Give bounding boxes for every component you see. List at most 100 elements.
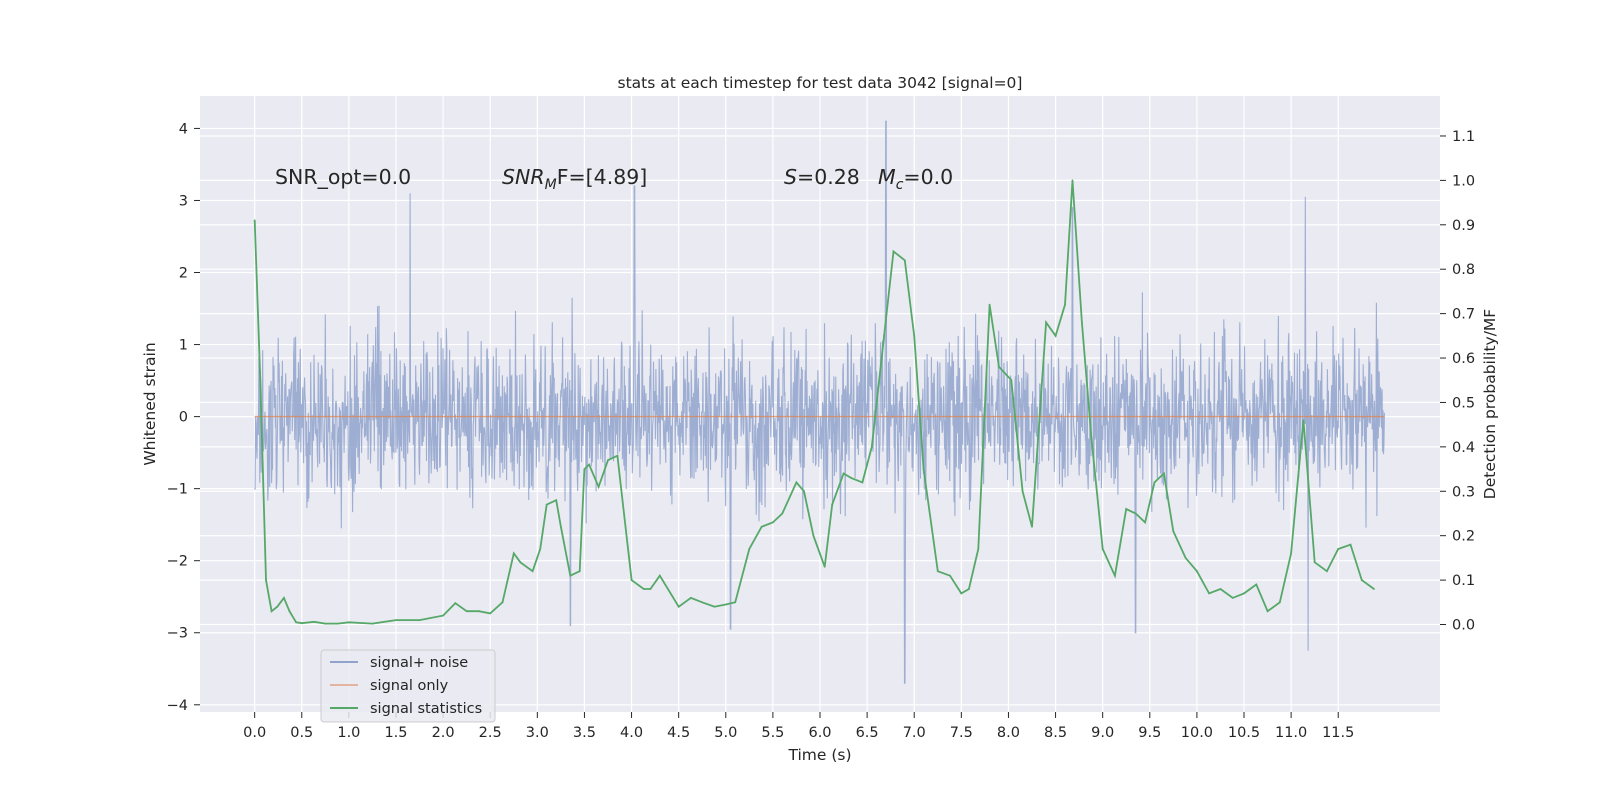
signal-statistics-point <box>724 603 727 606</box>
y-axis-right: 0.0 0.1 0.2 0.3 0.4 0.5 0.6 0.7 0.8 0.9 1.0 1.1 <box>1440 129 1475 634</box>
signal-statistics-point <box>478 610 480 613</box>
signal-statistics-point <box>1081 321 1083 324</box>
signal-statistics-point <box>270 610 273 613</box>
annotation-s: S=0.28 <box>784 165 860 189</box>
annotation-snr-opt: SNR_opt=0.0 <box>275 165 411 190</box>
signal-statistics-point <box>1255 583 1258 586</box>
signal-statistics-point <box>913 334 916 337</box>
signal-statistics-point <box>892 250 895 253</box>
legend-label-signal-noise: signal+ noise <box>370 655 468 671</box>
signal-statistics-point <box>734 601 737 604</box>
signal-statistics-point <box>922 468 925 470</box>
x-tick-label: 6.0 <box>808 725 831 741</box>
signal-statistics-point <box>903 259 906 262</box>
x-tick-label: 11.0 <box>1275 725 1307 741</box>
y2-tick-label: 1.0 <box>1452 173 1475 189</box>
signal-statistics-point <box>465 610 468 613</box>
x-tick-label: 5.5 <box>761 725 784 741</box>
x-tick-label: 7.0 <box>903 725 926 741</box>
y-axis-label: Whitened strain <box>141 342 159 465</box>
x-tick-label: 3.5 <box>573 725 596 741</box>
signal-statistics-point <box>831 503 834 506</box>
signal-statistics-point <box>658 574 661 577</box>
x-tick-label: 10.5 <box>1228 725 1260 741</box>
signal-statistics-point <box>977 548 980 550</box>
y-tick-label: −2 <box>167 554 188 570</box>
signal-statistics-point <box>701 601 704 604</box>
x-tick-label: 4.0 <box>620 725 643 741</box>
signal-statistics-point <box>519 561 522 564</box>
signal-statistics-point <box>578 570 581 573</box>
y-tick-label: −1 <box>167 482 188 498</box>
signal-statistics-point <box>649 588 652 590</box>
signal-statistics-point <box>988 303 991 306</box>
signal-statistics-point <box>1208 592 1210 595</box>
chart-title: stats at each timestep for test data 304… <box>618 74 1023 92</box>
y-tick-label: 3 <box>179 193 188 209</box>
x-tick-label: 11.5 <box>1322 725 1354 741</box>
signal-statistics-point <box>489 612 492 615</box>
signal-statistics-point <box>1153 481 1156 484</box>
signal-statistics-point <box>968 588 970 590</box>
x-tick-label: 10.0 <box>1181 725 1213 741</box>
signal-statistics-point <box>348 621 350 624</box>
x-tick-label: 1.5 <box>384 725 407 741</box>
y-axis-left: −4 −3 −2 −1 0 1 2 3 4 <box>167 121 200 714</box>
annotation-mc: Mc=0.0 <box>878 165 953 193</box>
x-axis: 0.0 0.5 1.0 1.5 2.0 2.5 3.0 3.5 4.0 4.5 5.0 5.5 6.0 6… <box>243 712 1354 741</box>
signal-statistics-point <box>642 588 645 590</box>
signal-statistics-point <box>442 614 444 617</box>
signal-statistics-point <box>1302 419 1305 422</box>
signal-statistics-point <box>690 597 692 599</box>
signal-statistics-point <box>861 481 864 484</box>
signal-statistics-point <box>677 605 680 608</box>
signal-statistics-point <box>1360 579 1363 581</box>
signal-statistics-point <box>588 463 590 466</box>
signal-statistics-point <box>265 579 267 581</box>
signal-statistics-point <box>324 622 327 625</box>
signal-statistics-point <box>288 610 291 613</box>
signal-statistics-point <box>531 570 534 573</box>
signal-statistics-point <box>1231 597 1234 599</box>
signal-statistics-point <box>842 472 845 475</box>
y-tick-label: 4 <box>179 121 188 137</box>
signal-statistics-point <box>1196 570 1198 573</box>
signal-statistics-point <box>760 525 763 528</box>
y2-tick-label: 0.1 <box>1452 573 1475 589</box>
signal-statistics-point <box>936 570 939 573</box>
signal-statistics-point <box>276 605 279 608</box>
signal-statistics-point <box>1010 379 1013 382</box>
signal-statistics-point <box>569 574 572 577</box>
signal-statistics-point <box>772 521 774 524</box>
signal-statistics-point <box>1134 512 1137 515</box>
signal-statistics-point <box>283 597 285 599</box>
x-axis-label: Time (s) <box>787 746 851 764</box>
signal-statistics-point <box>454 602 457 605</box>
signal-statistics-point <box>1266 610 1269 613</box>
y2-tick-label: 0.6 <box>1452 351 1475 367</box>
x-tick-label: 5.0 <box>714 725 737 741</box>
y2-tick-label: 0.4 <box>1452 440 1475 456</box>
signal-statistics-point <box>336 622 339 625</box>
x-tick-label: 7.5 <box>950 725 973 741</box>
y2-tick-label: 0.3 <box>1452 484 1475 500</box>
legend: signal+ noise signal only signal statist… <box>320 649 496 723</box>
x-tick-label: 4.5 <box>667 725 690 741</box>
x-tick-label: 8.0 <box>997 725 1020 741</box>
signal-statistics-point <box>1290 552 1292 555</box>
signal-statistics-point <box>1373 588 1375 590</box>
signal-statistics-point <box>1090 437 1093 439</box>
signal-statistics-point <box>823 565 826 568</box>
signal-statistics-point <box>949 574 951 577</box>
signal-statistics-point <box>1337 548 1340 550</box>
signal-statistics-point <box>781 512 784 515</box>
y2-tick-label: 0.5 <box>1452 395 1475 411</box>
y2-tick-label: 0.0 <box>1452 618 1475 634</box>
signal-statistics-point <box>1101 548 1104 550</box>
signal-statistics-point <box>1071 179 1074 182</box>
signal-statistics-point <box>560 525 562 528</box>
signal-statistics-point <box>1172 530 1175 533</box>
annotations: SNR_opt=0.0 SNRMF=[4.89] S=0.28 Mc=0.0 <box>275 165 953 193</box>
signal-statistics-point <box>371 622 374 625</box>
x-tick-label: 6.5 <box>856 725 879 741</box>
